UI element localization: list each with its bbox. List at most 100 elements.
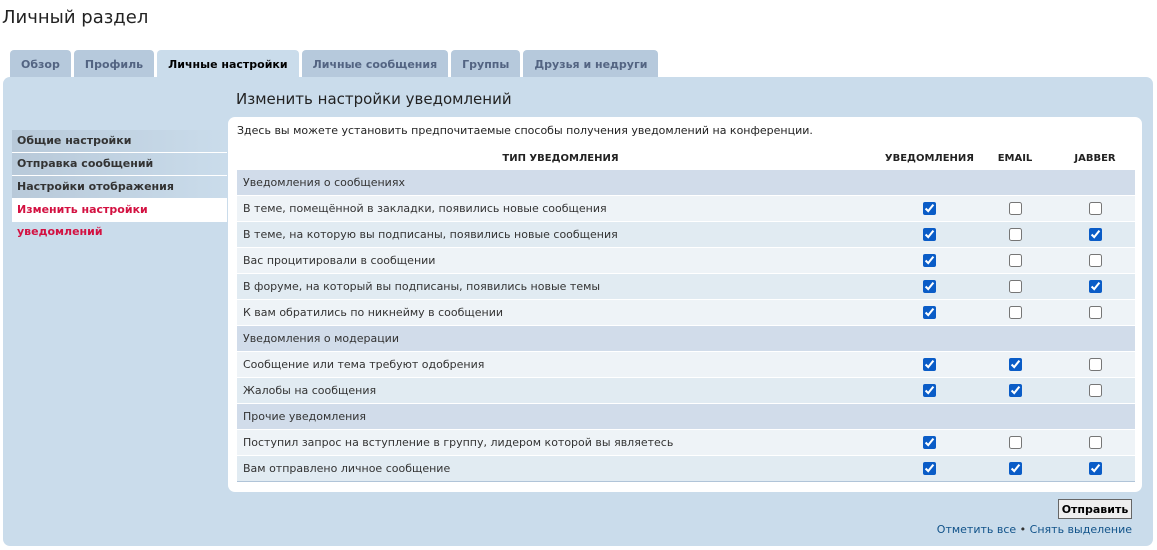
group-row: Прочие уведомления <box>237 402 1135 429</box>
checkbox[interactable] <box>922 201 936 215</box>
notification-table: ТИП УВЕДОМЛЕНИЯ УВЕДОМЛЕНИЯ EMAIL JABBER Уве… <box>237 149 1135 482</box>
checkbox[interactable] <box>922 383 936 397</box>
notification-row: В теме, на которую вы подписаны, появили… <box>237 220 1135 247</box>
column-header: JABBER <box>1074 153 1116 165</box>
check-cell <box>1055 246 1135 273</box>
tab[interactable]: Личные сообщения <box>301 50 449 77</box>
checkbox[interactable] <box>1008 201 1022 215</box>
column-header: EMAIL <box>997 153 1033 165</box>
tabs: Обзор Профиль Личные настройки Личные сообщ… <box>10 50 659 78</box>
checkbox[interactable] <box>1008 227 1022 241</box>
check-cell <box>1055 220 1135 247</box>
check-cell <box>975 298 1055 325</box>
check-cell <box>1055 298 1135 325</box>
checkbox[interactable] <box>1008 435 1022 449</box>
unmark-all-link[interactable]: Снять выделение <box>1029 523 1132 536</box>
separator: • <box>1019 523 1027 536</box>
header-row: ТИП УВЕДОМЛЕНИЯ УВЕДОМЛЕНИЯ EMAIL JABBER <box>237 149 1135 169</box>
select-links: Отметить все • Снять выделение <box>937 523 1132 536</box>
row-label: Вам отправлено личное сообщение <box>237 454 884 481</box>
group-row: Уведомления о модерации <box>237 324 1135 351</box>
submit-button[interactable]: Отправить <box>1058 499 1132 519</box>
tab[interactable]: Профиль <box>73 50 155 77</box>
checkbox[interactable] <box>1088 279 1102 293</box>
check-cell <box>883 298 975 325</box>
checkbox[interactable] <box>1088 383 1102 397</box>
checkbox[interactable] <box>922 253 936 267</box>
notification-row: К вам обратились по никнейму в сообщении <box>237 298 1135 325</box>
check-cell <box>975 220 1055 247</box>
check-cell <box>975 376 1055 403</box>
menu-item[interactable]: Изменить настройки уведомлений <box>12 199 227 238</box>
checkbox[interactable] <box>1008 357 1022 371</box>
check-cell <box>883 350 975 377</box>
group-row: Уведомления о сообщениях <box>237 168 1135 195</box>
row-label: Жалобы на сообщения <box>237 376 884 403</box>
checkbox[interactable] <box>1088 253 1102 267</box>
notification-row: В форуме, на который вы подписаны, появи… <box>237 272 1135 299</box>
row-label: К вам обратились по никнейму в сообщении <box>237 298 884 325</box>
check-cell <box>975 272 1055 299</box>
check-cell <box>1055 376 1135 403</box>
side-menu: Общие настройки Отправка сообщений Настрой… <box>12 130 227 238</box>
notification-row: В теме, помещённой в закладки, появились… <box>237 194 1135 221</box>
row-label: В теме, на которую вы подписаны, появили… <box>237 220 884 247</box>
checkbox[interactable] <box>922 461 936 475</box>
checkbox[interactable] <box>1088 201 1102 215</box>
checkbox[interactable] <box>1088 357 1102 371</box>
check-cell <box>975 428 1055 455</box>
tab[interactable]: Группы <box>451 50 521 77</box>
tab[interactable]: Друзья и недруги <box>523 50 659 77</box>
notification-row: Жалобы на сообщения <box>237 376 1135 403</box>
check-cell <box>883 272 975 299</box>
checkbox[interactable] <box>922 435 936 449</box>
row-label: Вас процитировали в сообщении <box>237 246 884 273</box>
checkbox[interactable] <box>1008 461 1022 475</box>
intro-text: Здесь вы можете установить предпочитаемы… <box>237 124 813 137</box>
check-cell <box>883 194 975 221</box>
checkbox[interactable] <box>922 357 936 371</box>
check-cell <box>975 194 1055 221</box>
checkbox[interactable] <box>922 227 936 241</box>
checkbox[interactable] <box>1008 383 1022 397</box>
checkbox[interactable] <box>1088 461 1102 475</box>
tab[interactable]: Обзор <box>10 50 71 77</box>
menu-item[interactable]: Отправка сообщений <box>12 153 227 176</box>
notification-row: Сообщение или тема требуют одобрения <box>237 350 1135 377</box>
row-label: Поступил запрос на вступление в группу, … <box>237 428 884 455</box>
notification-row: Вам отправлено личное сообщение <box>237 454 1135 481</box>
check-cell <box>975 454 1055 481</box>
check-cell <box>883 454 975 481</box>
tab[interactable]: Личные настройки <box>157 50 299 78</box>
checkbox[interactable] <box>1088 305 1102 319</box>
check-cell <box>975 246 1055 273</box>
content-box: Здесь вы можете установить предпочитаемы… <box>228 117 1142 492</box>
checkbox[interactable] <box>1008 279 1022 293</box>
check-cell <box>1055 428 1135 455</box>
panel-title: Изменить настройки уведомлений <box>236 90 512 108</box>
checkbox[interactable] <box>922 305 936 319</box>
menu-item[interactable]: Общие настройки <box>12 130 227 153</box>
checkbox[interactable] <box>922 279 936 293</box>
panel: Общие настройки Отправка сообщений Настрой… <box>3 77 1153 546</box>
column-header: УВЕДОМЛЕНИЯ <box>884 153 974 165</box>
check-cell <box>883 246 975 273</box>
mark-all-link[interactable]: Отметить все <box>936 523 1017 536</box>
checkbox[interactable] <box>1008 305 1022 319</box>
checkbox[interactable] <box>1088 435 1102 449</box>
group-title: Уведомления о модерации <box>237 324 1135 351</box>
checkbox[interactable] <box>1008 253 1022 267</box>
check-cell <box>883 428 975 455</box>
notification-row: Вас процитировали в сообщении <box>237 246 1135 273</box>
check-cell <box>883 220 975 247</box>
check-cell <box>1055 194 1135 221</box>
check-cell <box>975 350 1055 377</box>
row-label: В теме, помещённой в закладки, появились… <box>237 194 884 221</box>
check-cell <box>883 376 975 403</box>
menu-item[interactable]: Настройки отображения <box>12 176 227 199</box>
row-label: Сообщение или тема требуют одобрения <box>237 350 884 377</box>
group-title: Уведомления о сообщениях <box>237 168 1135 195</box>
checkbox[interactable] <box>1088 227 1102 241</box>
